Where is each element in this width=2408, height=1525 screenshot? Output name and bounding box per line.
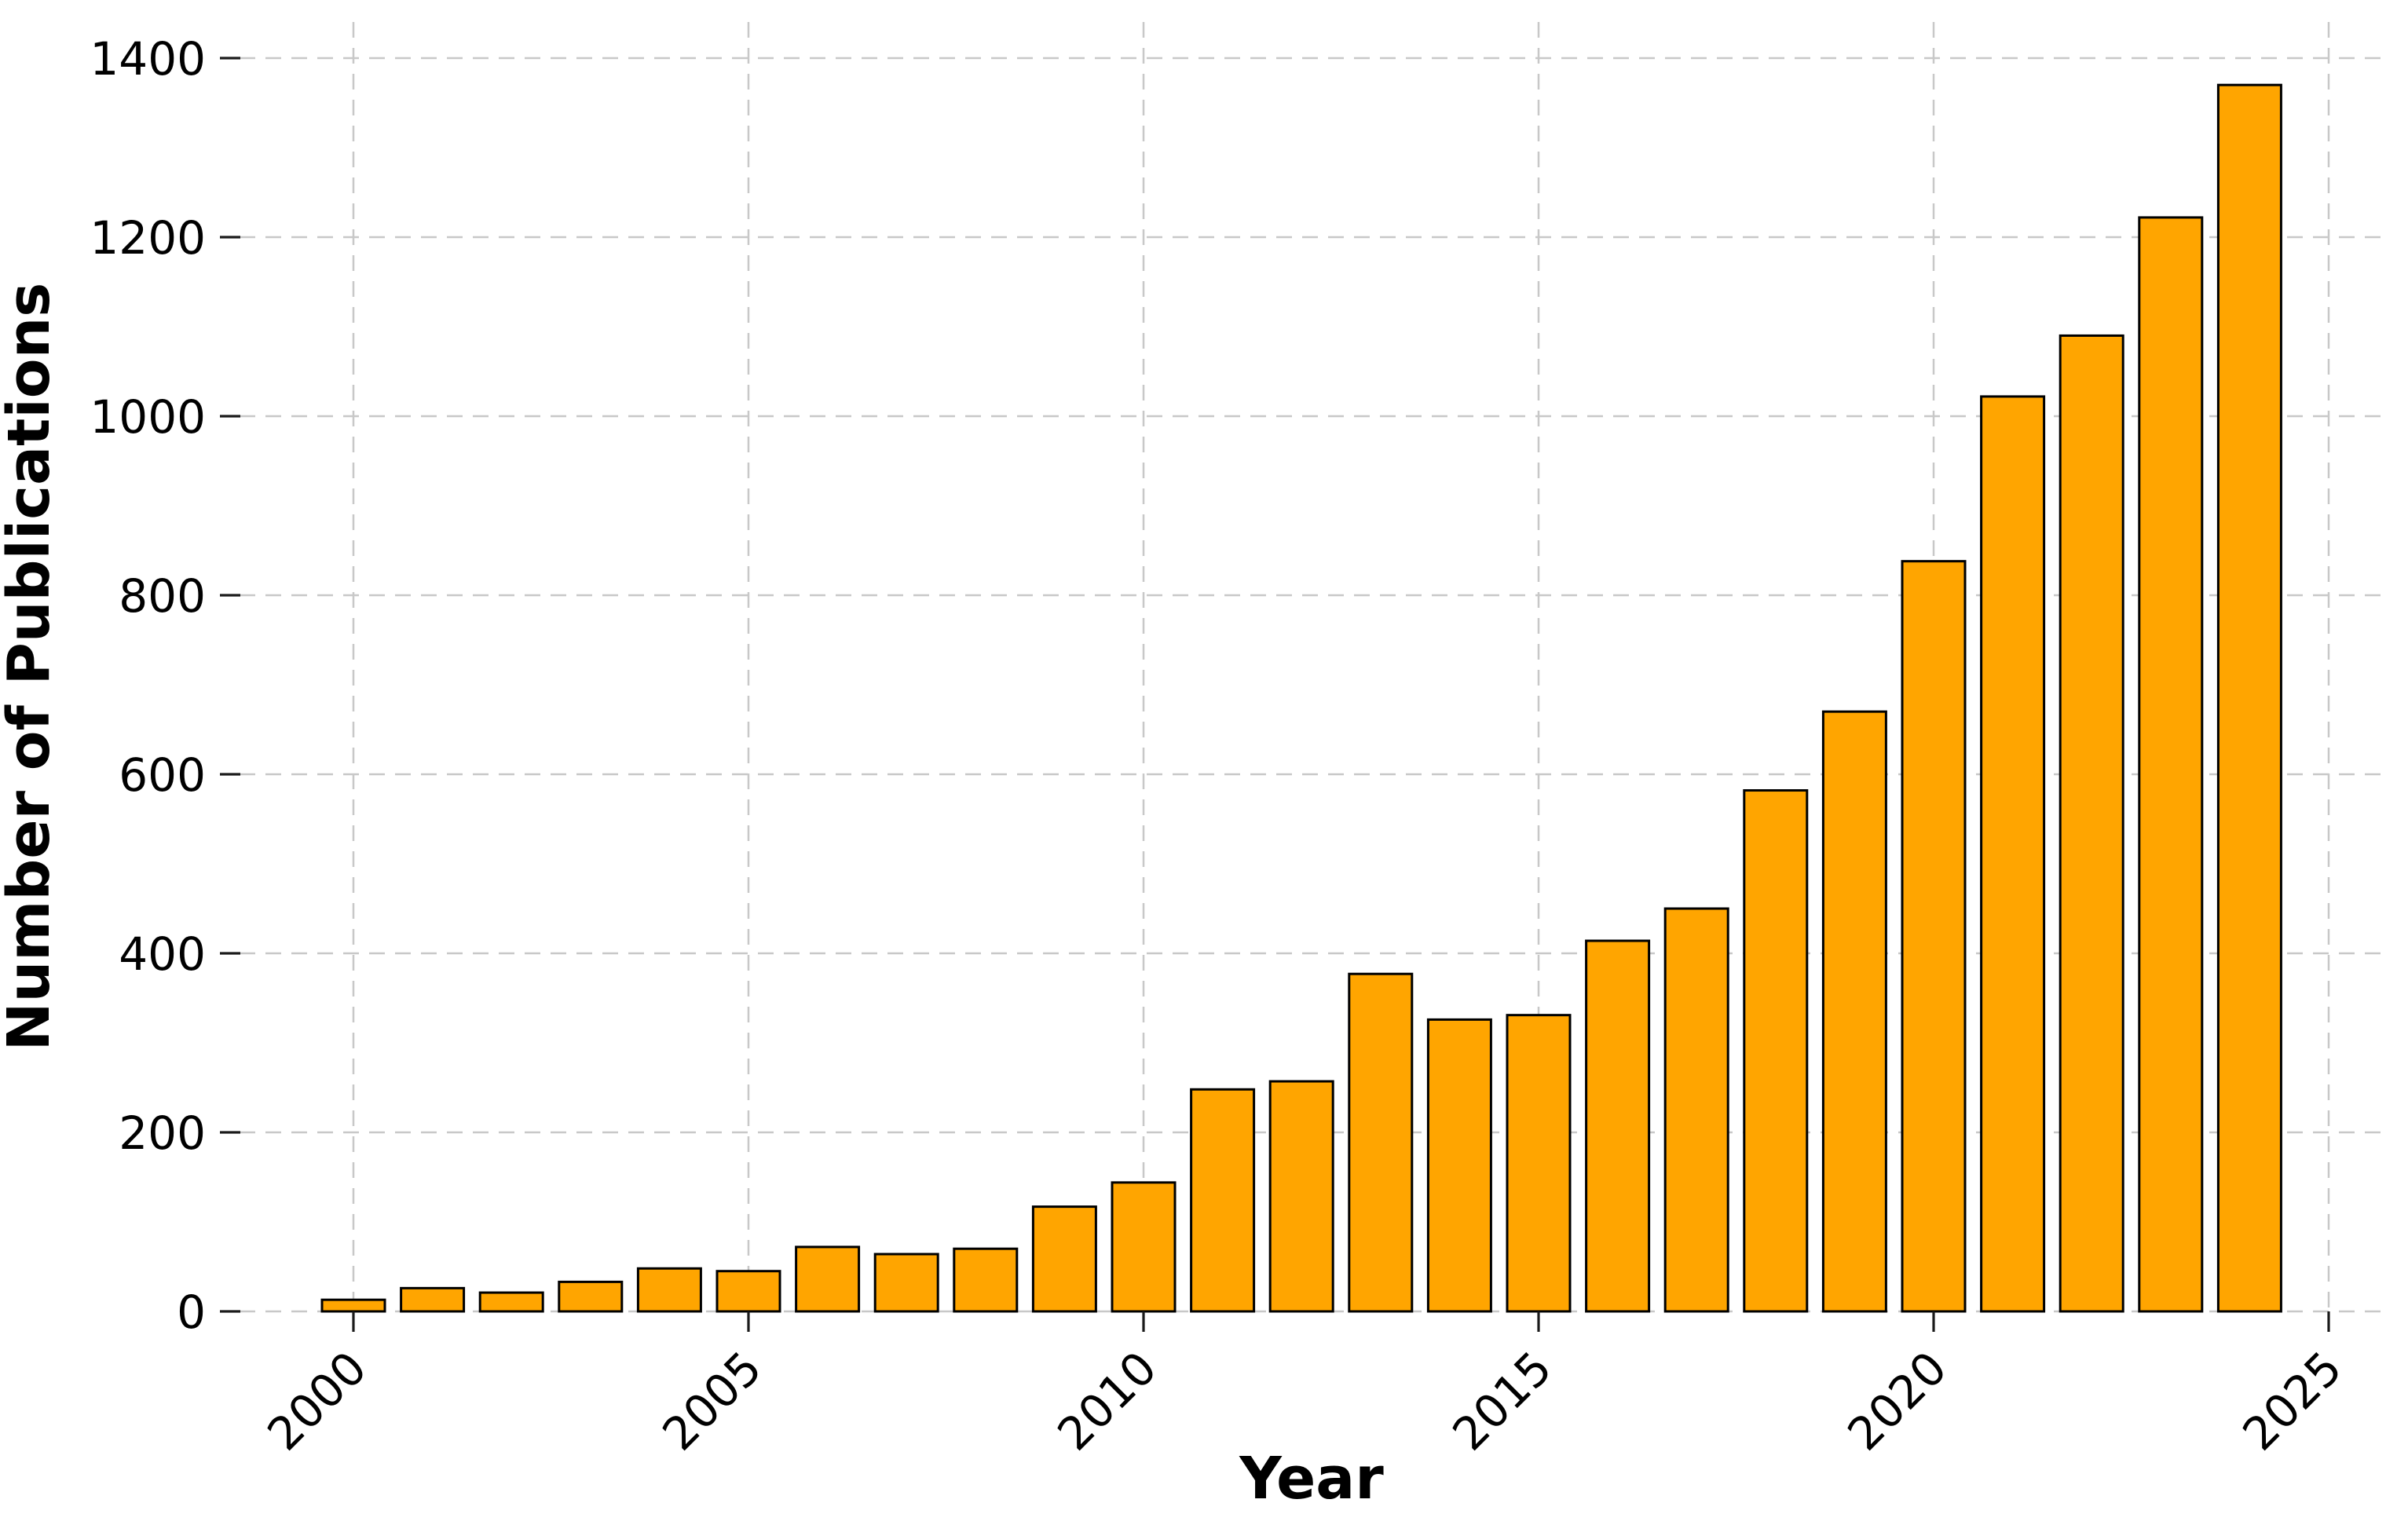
bar-2022	[2059, 334, 2124, 1313]
y-tick-label-1400: 1400	[90, 32, 206, 86]
bar-2001	[400, 1286, 466, 1313]
bar-2018	[1743, 789, 1809, 1313]
y-tick-label-1000: 1000	[90, 390, 206, 444]
x-axis-label: Year	[1239, 1445, 1384, 1512]
bar-2006	[795, 1245, 861, 1313]
bar-2014	[1426, 1018, 1492, 1313]
bar-2009	[1031, 1205, 1097, 1313]
bar-2023	[2138, 216, 2204, 1313]
y-tick-label-400: 400	[119, 927, 206, 981]
bar-2000	[320, 1298, 386, 1313]
bar-2003	[558, 1280, 624, 1313]
bar-2007	[873, 1253, 939, 1313]
y-tick-label-800: 800	[119, 569, 206, 623]
bar-2002	[478, 1291, 544, 1313]
bar-2020	[1901, 560, 1967, 1313]
bar-2012	[1268, 1080, 1334, 1313]
bar-2015	[1506, 1014, 1572, 1313]
bar-2004	[636, 1267, 702, 1313]
bar-2011	[1190, 1088, 1256, 1313]
bar-2010	[1111, 1181, 1177, 1313]
y-tick-label-600: 600	[119, 748, 206, 802]
y-tick-label-200: 200	[119, 1106, 206, 1160]
bar-2019	[1821, 710, 1887, 1313]
y-tick-label-0: 0	[177, 1285, 206, 1339]
bar-2005	[715, 1270, 781, 1313]
bar-2021	[1980, 395, 2046, 1313]
bar-2016	[1585, 939, 1651, 1313]
bar-2013	[1348, 972, 1414, 1313]
bar-2024	[2216, 83, 2282, 1313]
y-tick-label-1200: 1200	[90, 211, 206, 265]
y-axis-label: Number of Publications	[0, 283, 63, 1051]
bar-2008	[953, 1247, 1019, 1313]
bar-2017	[1663, 907, 1729, 1313]
